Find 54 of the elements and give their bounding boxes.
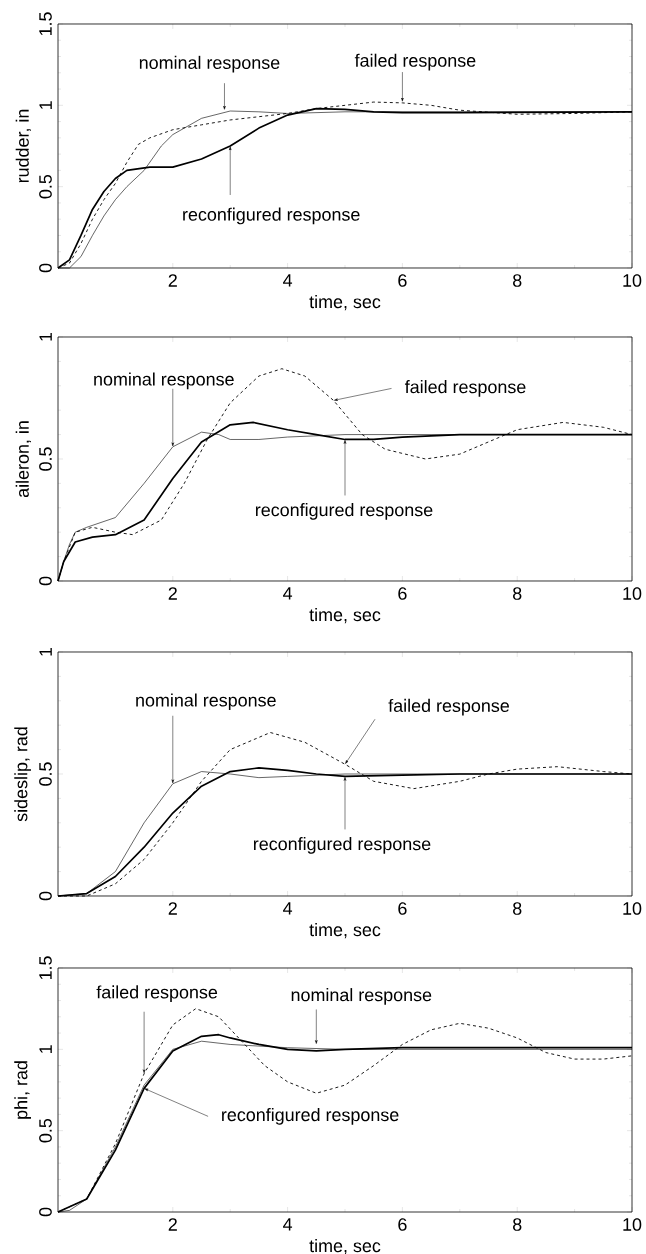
y-tick-label: 0	[39, 263, 52, 273]
x-tick-label: 2	[168, 274, 177, 287]
annotation: reconfigured response	[253, 837, 431, 854]
y-tick-label: 1	[39, 647, 52, 656]
annotation: failed response	[388, 698, 509, 716]
x-axis-title: time, sec	[309, 1239, 381, 1254]
annotation: failed response	[96, 985, 218, 1003]
x-tick-label: 2	[168, 902, 177, 915]
annotation: reconfigured response	[222, 1108, 399, 1125]
x-tick-label: 8	[513, 587, 522, 600]
y-tick-label: 0	[39, 891, 52, 901]
y-tick-label: 0.5	[39, 174, 52, 199]
x-tick-label: 8	[513, 1218, 522, 1231]
x-tick-label: 2	[168, 587, 177, 600]
y-axis-title: phi, rad	[14, 1061, 31, 1119]
annotation: failed response	[404, 380, 526, 397]
y-tick-label: 0.5	[39, 762, 52, 786]
x-tick-label: 6	[398, 1218, 407, 1231]
annotation: failed response	[354, 53, 476, 71]
x-tick-label: 2	[168, 1218, 177, 1231]
x-tick-label: 8	[513, 902, 522, 915]
annotation: reconfigured response	[255, 503, 433, 520]
y-axis-title: rudder, in	[15, 109, 31, 183]
y-tick-label: 0.5	[39, 1118, 52, 1143]
x-tick-label: 4	[283, 1218, 293, 1231]
x-tick-label: 4	[283, 274, 293, 287]
annotation: nominal response	[139, 55, 280, 73]
x-tick-label: 4	[283, 587, 293, 600]
x-tick-label: 10	[623, 587, 642, 600]
annotation: nominal response	[291, 988, 432, 1005]
x-tick-label: 10	[623, 902, 642, 915]
y-axis-title: aileron, in	[15, 421, 31, 498]
annotation: nominal response	[94, 372, 234, 390]
x-axis-title: time, sec	[309, 923, 381, 939]
x-tick-label: 10	[623, 274, 642, 287]
x-axis-title: time, sec	[309, 295, 381, 311]
y-tick-label: 1	[39, 332, 52, 341]
annotation: nominal response	[136, 693, 276, 711]
y-tick-label: 0.5	[39, 447, 52, 471]
y-axis-title: sideslip, rad	[14, 727, 31, 822]
x-tick-label: 6	[398, 587, 407, 600]
annotation: reconfigured response	[183, 207, 360, 225]
x-tick-label: 8	[513, 274, 522, 287]
y-tick-label: 1	[39, 1045, 52, 1053]
y-tick-label: 1.5	[39, 956, 52, 980]
y-tick-label: 0	[39, 576, 52, 586]
y-tick-label: 1.5	[39, 12, 52, 36]
x-tick-label: 4	[283, 902, 293, 915]
y-tick-label: 0	[39, 1207, 52, 1217]
y-tick-label: 1	[39, 101, 52, 109]
x-tick-label: 6	[398, 274, 407, 287]
x-tick-label: 6	[398, 902, 407, 915]
x-tick-label: 10	[623, 1218, 642, 1231]
x-axis-title: time, sec	[309, 608, 381, 624]
